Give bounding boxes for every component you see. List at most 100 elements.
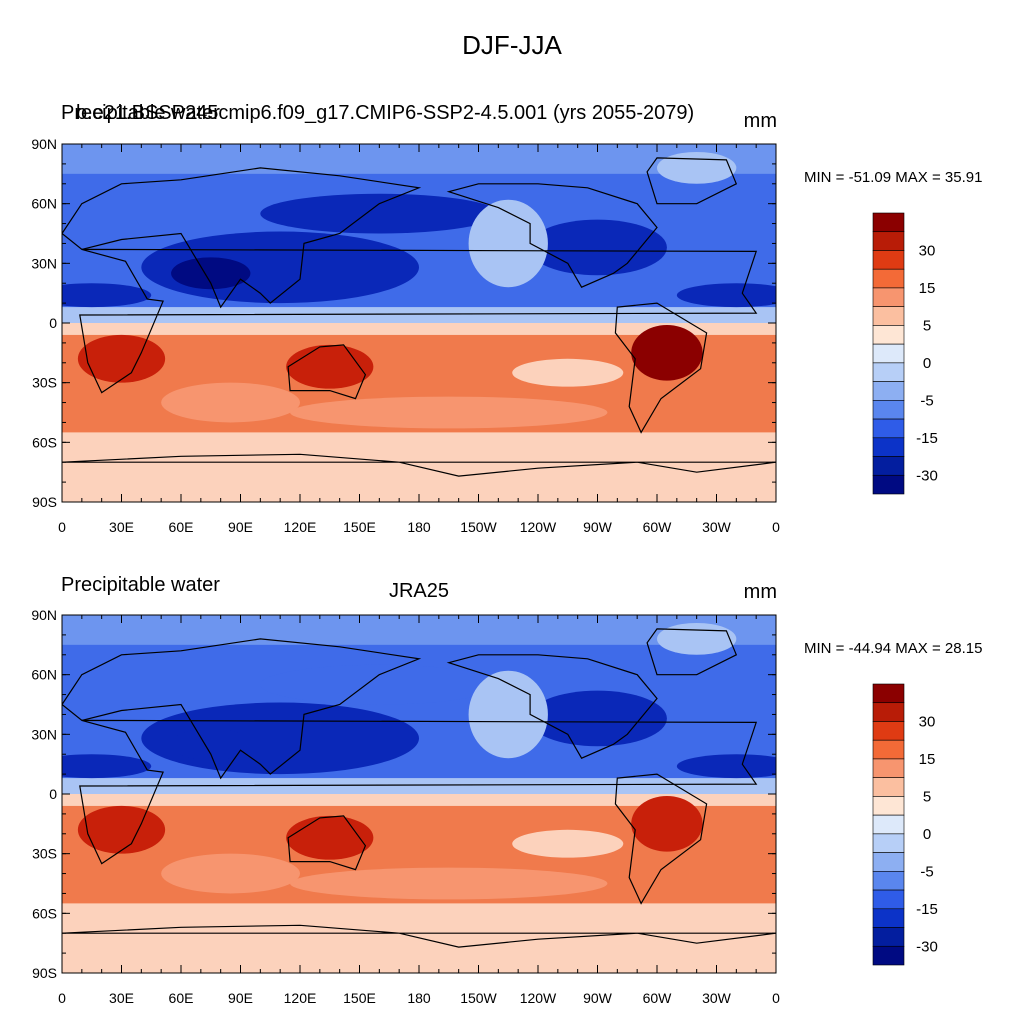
figure-title: DJF-JJA [462, 30, 562, 60]
bottom-units-label: mm [743, 581, 777, 603]
lon-tick-label: 0 [772, 990, 780, 1006]
colorbar-swatch [872, 908, 905, 928]
africa-outline [79, 248, 758, 394]
lon-tick-label: 120W [520, 519, 557, 535]
colorbar-label: -15 [916, 901, 938, 918]
colorbar-swatch [872, 683, 905, 704]
lon-tick-label: 90W [583, 519, 613, 535]
lon-tick-label: 120E [284, 990, 317, 1006]
lat-tick-label: 30S [32, 375, 57, 391]
lon-tick-label: 180 [407, 519, 431, 535]
greenland-outline [646, 628, 738, 676]
north-pacific-negative [260, 193, 499, 234]
north-america-negative [528, 690, 667, 747]
colorbar-label: 5 [923, 788, 931, 805]
se-pacific-weak [512, 829, 624, 858]
africa-positive-max [77, 805, 166, 854]
australia-outline [287, 815, 367, 871]
lat-tick-label: 90N [31, 136, 57, 152]
colorbar: 30 15 5 0 -5 -15 -30 [872, 683, 938, 966]
colorbar-swatch [872, 796, 905, 816]
lat-tick-label: 30N [31, 726, 57, 742]
africa-negative [62, 283, 152, 308]
colorbar: 30 15 5 0 -5 -15 -30 [872, 212, 938, 495]
lon-tick-label: 60W [643, 519, 673, 535]
lon-tick-label: 150E [343, 990, 376, 1006]
colorbar-label: 30 [919, 242, 936, 259]
lon-tick-label: 30E [109, 519, 134, 535]
australia-outline [287, 344, 367, 400]
greenland-weak [657, 622, 737, 655]
colorbar-swatch [872, 758, 905, 778]
antarctic-band [62, 913, 776, 973]
north-america-negative [528, 219, 667, 276]
south-america-outline [614, 773, 708, 905]
bottom-dataset-label: JRA25 [388, 580, 450, 602]
southern-ocean-positive [290, 396, 608, 429]
lon-tick-label: 0 [58, 990, 66, 1006]
colorbar-swatch [872, 721, 905, 741]
lon-tick-label: 150W [460, 519, 497, 535]
colorbar-label: -30 [916, 938, 938, 955]
north-pacific-negative [260, 664, 499, 705]
lat-tick-label: 90N [31, 607, 57, 623]
indian-ocean-positive [161, 853, 300, 894]
eurasia-outline [62, 167, 422, 309]
coastlines [62, 628, 776, 948]
colorbar-label: 0 [923, 355, 931, 372]
top-case-label: b.e21.BSSP245cmip6.f09_g17.CMIP6-SSP2-4.… [76, 102, 695, 124]
lat-tick-label: 60S [32, 905, 57, 921]
lat-tick-label: 30N [31, 255, 57, 271]
colorbar-swatch [872, 777, 905, 797]
colorbar-swatch [872, 833, 905, 853]
colorbar-label: 0 [923, 826, 931, 843]
top-variable-label: Precipitable water [61, 102, 220, 124]
lon-tick-label: 150E [343, 519, 376, 535]
colorbar-swatch [872, 927, 905, 947]
lat-tick-label: 0 [49, 315, 57, 331]
colorbar-swatch [872, 889, 905, 910]
top-panel: 90N 60N 30N 0 30S 60S 90S 0 30E 60E 90E 120E 150E 180… [0, 0, 1024, 535]
lon-tick-label: 90E [228, 519, 253, 535]
south-america-positive-max [631, 324, 703, 381]
colorbar-swatch [872, 739, 905, 760]
map-field [62, 144, 776, 502]
equatorial-transition [62, 778, 776, 794]
north-america-outline [446, 654, 658, 759]
equatorial-transition [62, 307, 776, 323]
equatorial-transition-south [62, 323, 776, 335]
colorbar-label: -30 [916, 467, 938, 484]
se-pacific-weak [512, 358, 624, 387]
colorbar-label: 15 [919, 751, 936, 768]
bottom-variable-label: Precipitable water [61, 574, 220, 596]
colorbar-swatch [872, 814, 905, 835]
lat-tick-label: 90S [32, 965, 57, 981]
colorbar-label: 30 [919, 713, 936, 730]
eurasia-outline [62, 638, 422, 780]
south-america-positive-max [631, 795, 703, 852]
lon-tick-label: 150W [460, 990, 497, 1006]
colorbar-label: 15 [919, 280, 936, 297]
antarctica-outline [62, 924, 776, 948]
atlantic-negative [676, 283, 776, 308]
south-america-outline [614, 302, 708, 434]
lon-tick-label: 0 [772, 519, 780, 535]
lon-tick-label: 30E [109, 990, 134, 1006]
lon-tick-label: 60E [169, 519, 194, 535]
lat-tick-label: 0 [49, 786, 57, 802]
antarctic-band [62, 442, 776, 502]
lat-tick-label: 60N [31, 196, 57, 212]
east-pacific-weak [468, 670, 548, 759]
southern-ocean-positive [290, 867, 608, 900]
colorbar-label: -5 [920, 392, 933, 409]
lon-tick-label: 60E [169, 990, 194, 1006]
colorbar-label: 5 [923, 317, 931, 334]
lon-tick-label: 120W [520, 990, 557, 1006]
india-negative-core [171, 257, 251, 290]
lon-tick-label: 60W [643, 990, 673, 1006]
antarctica-outline [62, 453, 776, 477]
lon-tick-label: 90E [228, 990, 253, 1006]
